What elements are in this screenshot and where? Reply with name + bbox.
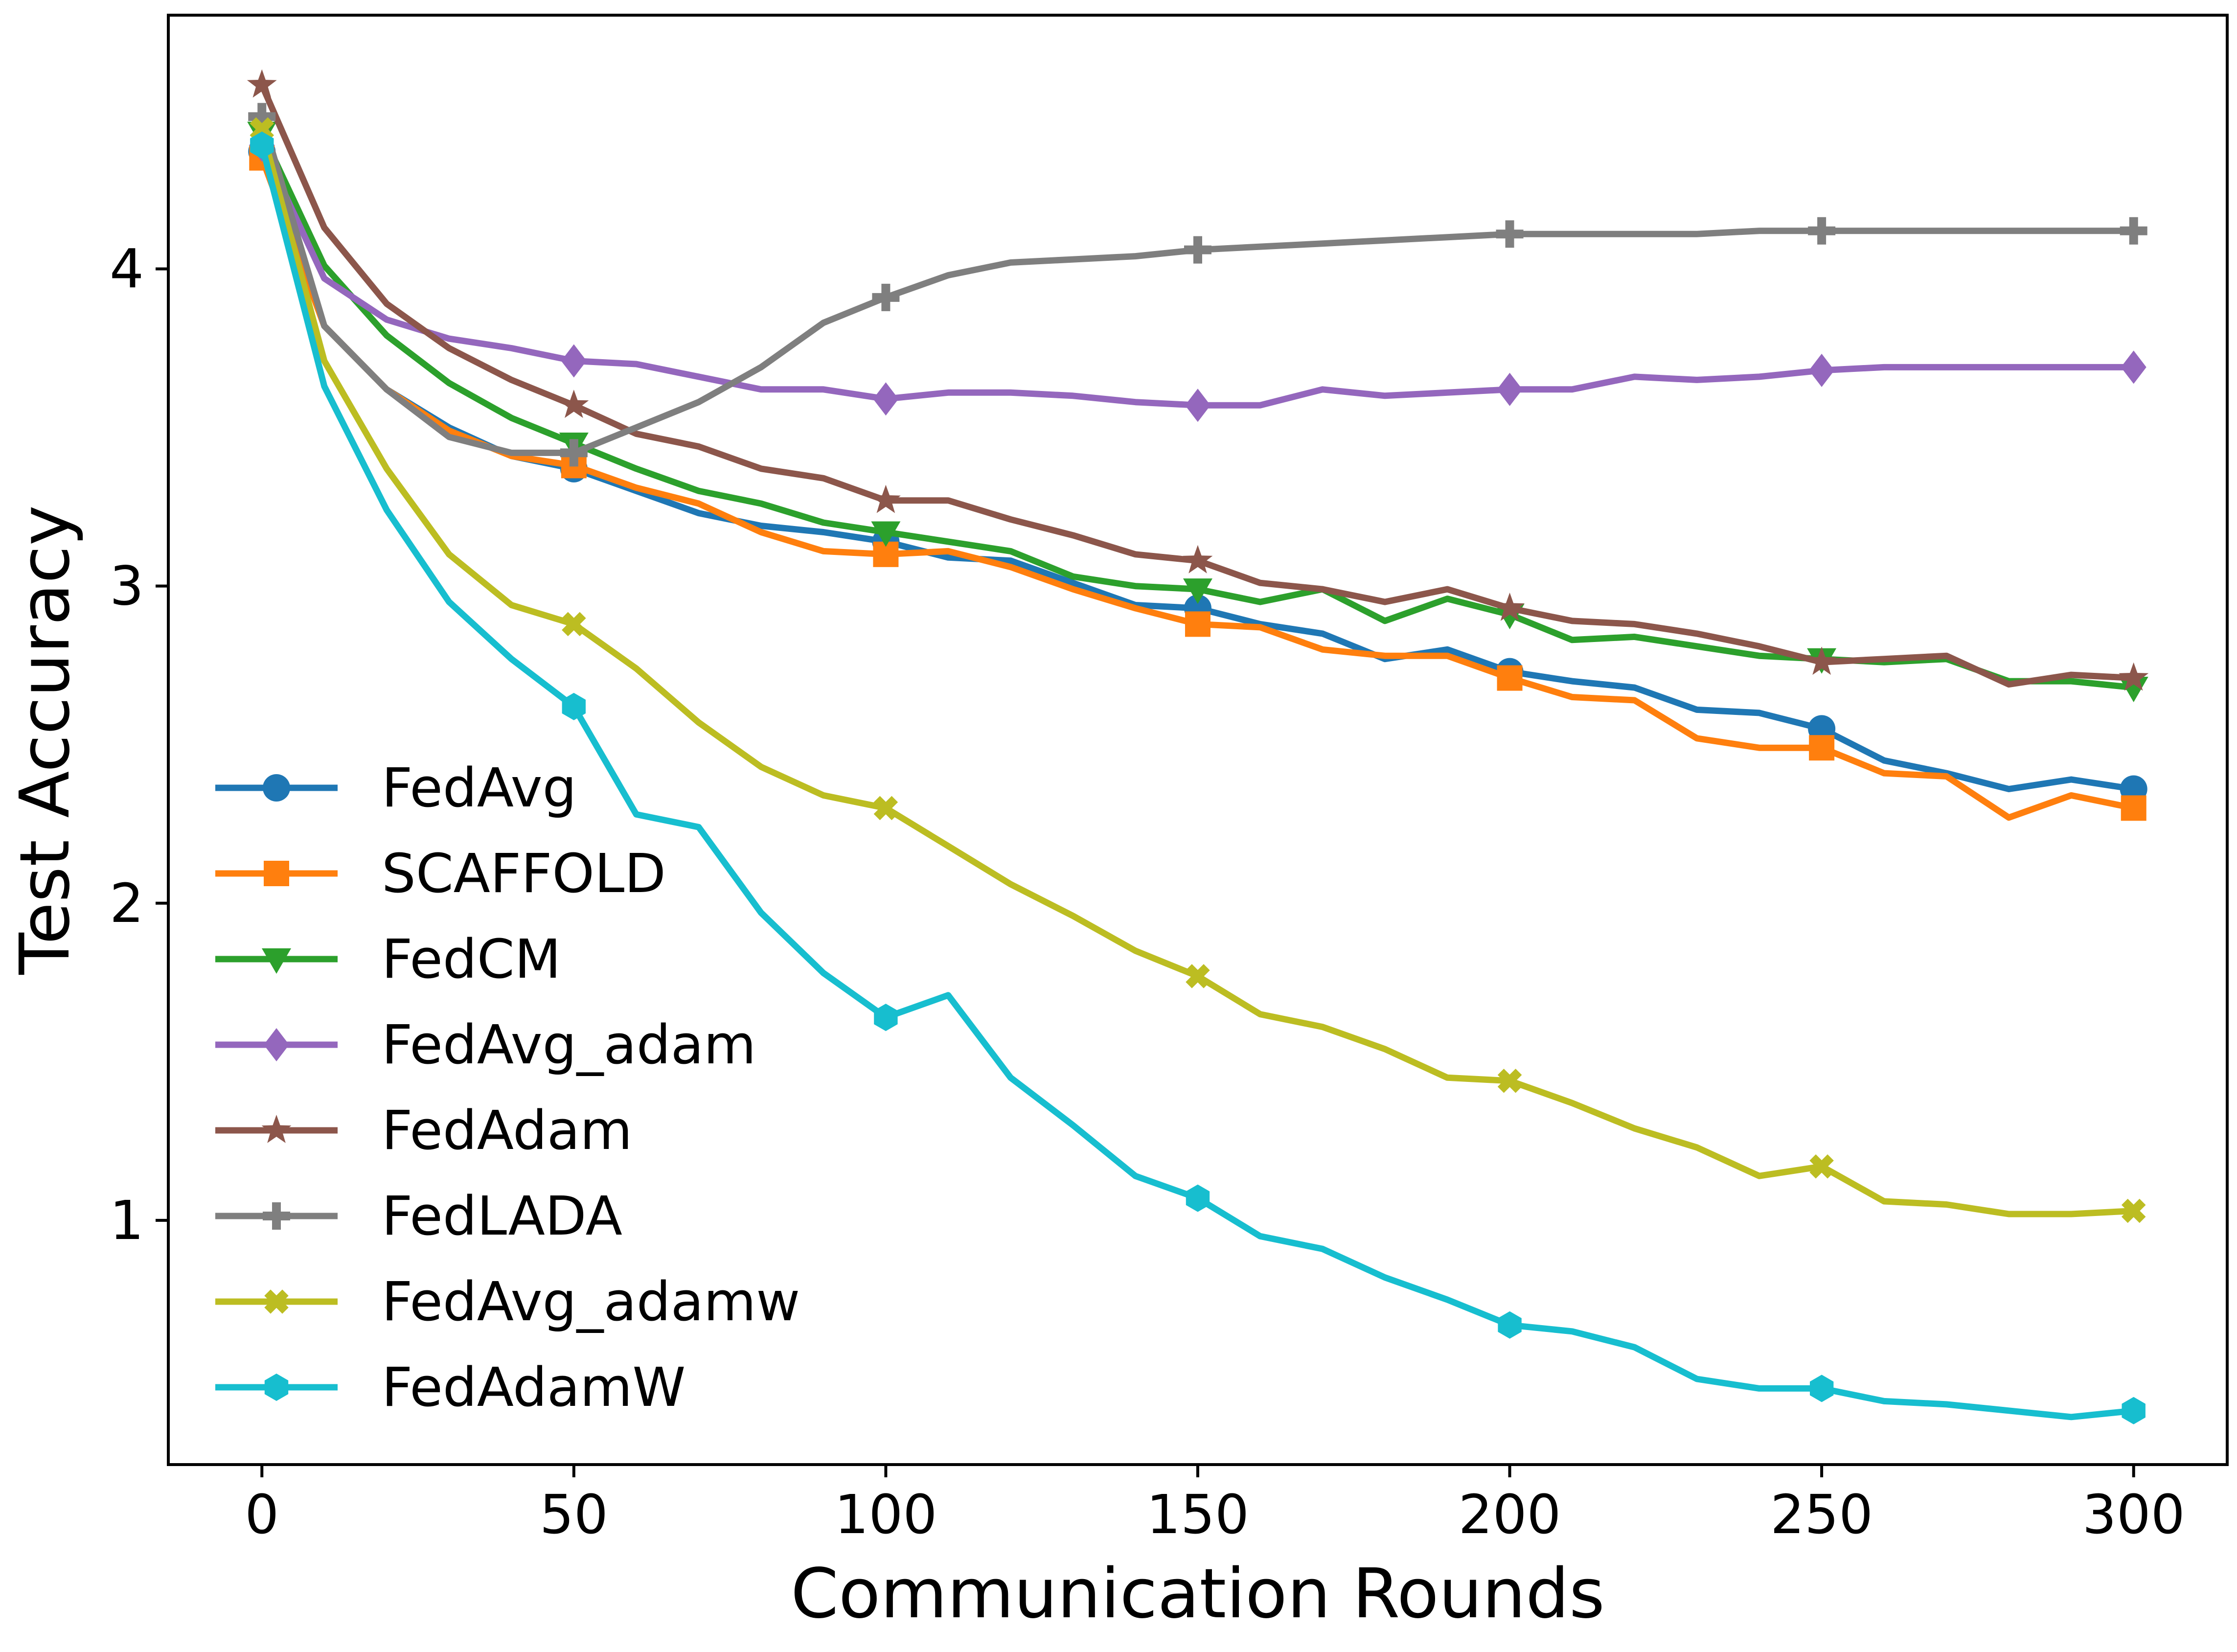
legend-marker: [264, 1374, 289, 1401]
axes: 0 50 100 150 200 250 300 1 2 3 4: [110, 238, 2185, 1546]
data-point: [1497, 665, 1523, 691]
data-point: [1809, 1154, 1834, 1179]
data-point: [250, 131, 274, 159]
data-point: [2119, 662, 2149, 691]
data-point: [1495, 593, 1525, 621]
legend-entry: FedAdamW: [215, 1356, 685, 1419]
data-point: [872, 283, 900, 311]
x-tick-label: 50: [540, 1483, 608, 1546]
x-tick-label: 300: [2082, 1483, 2185, 1546]
legend-label: FedAvg_adamw: [382, 1270, 800, 1333]
data-point: [1809, 353, 1835, 387]
legend-entry: FedAvg_adamw: [215, 1270, 800, 1333]
legend-marker: [263, 774, 290, 802]
data-point: [561, 344, 587, 378]
data-point: [1806, 646, 1837, 675]
y-tick-label: 4: [110, 238, 144, 300]
series-FedAvg_adamw: [250, 117, 2146, 1223]
data-point: [871, 484, 901, 513]
data-point: [873, 796, 898, 821]
legend-marker: [262, 948, 291, 974]
legend: FedAvg SCAFFOLD FedCM FedAvg_adam FedAdam Fed…: [215, 757, 800, 1419]
y-tick-label: 3: [110, 555, 144, 618]
legend-marker: [264, 861, 289, 886]
x-tick-label: 200: [1459, 1483, 1561, 1546]
data-point: [873, 382, 899, 416]
data-point: [1183, 545, 1213, 574]
y-axis-label: Test Accuracy: [5, 505, 85, 975]
legend-entry: FedLADA: [215, 1185, 622, 1247]
data-point: [1185, 611, 1210, 637]
data-point: [1185, 389, 1210, 422]
legend-marker: [261, 1115, 292, 1143]
legend-entry: FedAvg: [215, 757, 576, 819]
data-point: [248, 103, 276, 131]
series-FedAdamW: [250, 131, 2146, 1424]
x-axis-label: Communication Rounds: [791, 1554, 1605, 1634]
data-point: [1186, 1184, 1210, 1212]
legend-label: SCAFFOLD: [382, 842, 666, 905]
legend-entry: FedAvg_adam: [215, 1013, 756, 1076]
legend-entry: FedCM: [215, 928, 561, 990]
legend-label: FedAdamW: [382, 1356, 685, 1419]
data-point: [1497, 1069, 1522, 1093]
data-point: [1498, 1311, 1522, 1339]
series-FedLADA: [248, 103, 2147, 467]
legend-marker: [264, 1028, 289, 1061]
x-tick-label: 0: [245, 1483, 279, 1546]
data-point: [562, 612, 586, 637]
data-point: [1810, 1375, 1834, 1402]
data-point: [2122, 1397, 2146, 1424]
data-point: [1497, 372, 1523, 406]
legend-marker: [263, 1202, 290, 1230]
x-tick-label: 250: [1770, 1483, 1873, 1546]
x-tick-label: 100: [834, 1483, 937, 1546]
data-point: [1496, 220, 1524, 248]
legend-label: FedAdam: [382, 1099, 632, 1162]
data-point: [2121, 1198, 2146, 1223]
data-point: [562, 692, 586, 720]
legend-marker: [264, 1289, 289, 1314]
data-point: [874, 1004, 898, 1032]
legend-entry: SCAFFOLD: [215, 842, 666, 905]
data-point: [247, 69, 277, 98]
y-tick-label: 1: [110, 1189, 144, 1252]
legend-label: FedCM: [382, 928, 561, 990]
data-point: [2121, 795, 2146, 821]
data-point: [1186, 964, 1210, 988]
data-point: [871, 521, 901, 547]
legend-entry: FedAdam: [215, 1099, 632, 1162]
legend-label: FedAvg: [382, 757, 576, 819]
data-point: [559, 390, 589, 418]
data-point: [1183, 578, 1212, 604]
data-point: [2120, 217, 2147, 245]
x-tick-label: 150: [1146, 1483, 1249, 1546]
series-FedAdam: [247, 69, 2149, 691]
data-point: [1184, 236, 1211, 264]
legend-label: FedLADA: [382, 1185, 622, 1247]
data-point: [560, 439, 588, 467]
legend-label: FedAvg_adam: [382, 1013, 756, 1076]
y-tick-label: 2: [110, 872, 144, 935]
data-point: [2119, 677, 2148, 703]
data-point: [1808, 217, 1836, 245]
plot-area: [247, 69, 2149, 1424]
data-point: [2121, 350, 2146, 384]
data-point: [1809, 735, 1835, 761]
